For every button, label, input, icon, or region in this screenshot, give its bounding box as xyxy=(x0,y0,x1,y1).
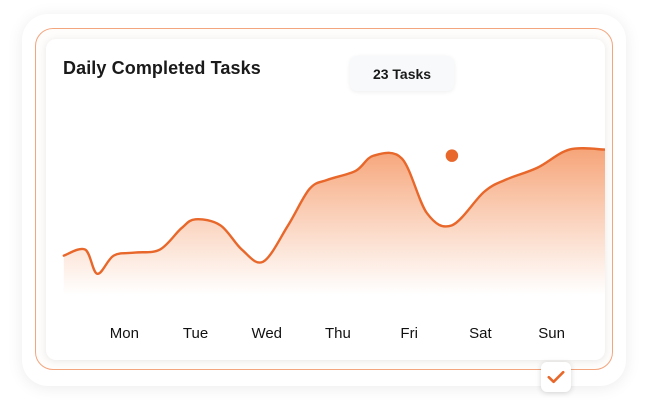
x-tick-label: Sun xyxy=(538,325,565,342)
x-tick-label: Thu xyxy=(325,325,351,342)
x-tick-label: Sat xyxy=(469,325,492,342)
chart-card: Mon Tue Wed Thu Fri Sat Sun Daily Completed Ta… xyxy=(46,39,605,360)
data-tooltip: 23 Tasks xyxy=(350,56,454,91)
area-chart: Mon Tue Wed Thu Fri Sat Sun xyxy=(62,146,605,342)
series-line xyxy=(62,147,605,275)
check-badge[interactable] xyxy=(541,362,571,392)
x-tick-label: Tue xyxy=(183,325,208,342)
x-tick-label: Mon xyxy=(110,325,139,342)
chart-title: Daily Completed Tasks xyxy=(63,58,261,78)
area-fill xyxy=(63,148,605,295)
highlight-point[interactable] xyxy=(443,146,461,165)
x-tick-label: Wed xyxy=(251,325,282,342)
checkmark-icon xyxy=(547,370,565,384)
x-tick-label: Fri xyxy=(400,325,418,342)
